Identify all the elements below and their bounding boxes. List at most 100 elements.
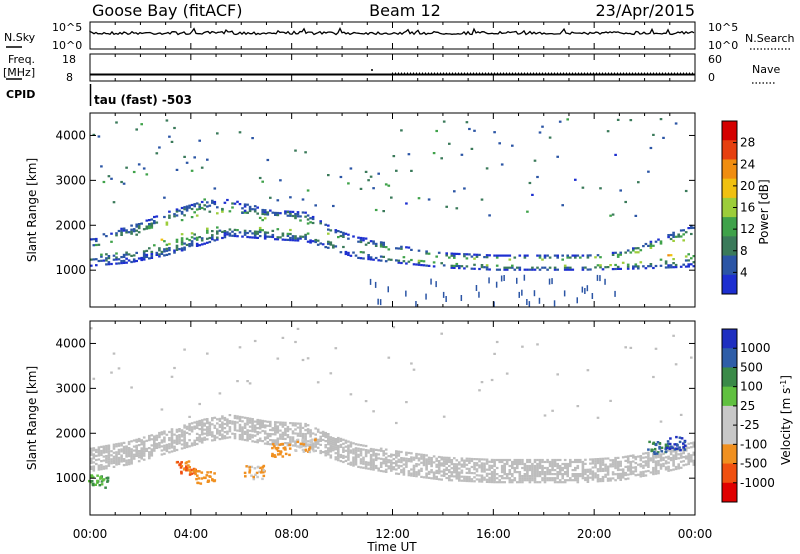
velocity-cell <box>644 462 648 465</box>
velocity-cell <box>352 460 355 463</box>
power-cell <box>359 236 363 240</box>
velocity-cell <box>122 445 126 448</box>
velocity-cell <box>286 442 290 445</box>
velocity-cell <box>243 424 247 427</box>
power-cell <box>193 203 196 206</box>
velocity-cell <box>185 427 189 430</box>
velocity-cell <box>480 468 484 471</box>
power-cell <box>168 253 171 256</box>
velocity-cell <box>364 467 368 470</box>
velocity-cell <box>458 479 461 482</box>
power-cell <box>213 202 217 206</box>
velocity-cell <box>105 457 108 460</box>
velocity-cell <box>513 471 517 474</box>
power-cell <box>417 263 421 266</box>
velocity-cell <box>180 439 184 442</box>
velocity-patch-cell <box>675 447 678 450</box>
velocity-cell <box>410 472 413 475</box>
velocity-cell <box>599 467 602 471</box>
velocity-cell <box>634 470 638 473</box>
velocity-cell <box>629 346 633 349</box>
velocity-cell <box>440 464 443 467</box>
power-cell <box>183 155 186 158</box>
velocity-cell <box>92 457 96 460</box>
velocity-cell <box>130 448 133 451</box>
power-cell <box>190 203 194 207</box>
velocity-patch-cell <box>283 448 287 451</box>
velocity-cell <box>556 475 559 478</box>
velocity-cell <box>483 468 486 471</box>
velocity-cell <box>652 458 655 462</box>
power-cell <box>228 210 232 213</box>
velocity-cell <box>521 462 524 466</box>
power-cell <box>198 203 201 206</box>
velocity-cell <box>314 449 317 452</box>
power-cell <box>132 170 136 174</box>
velocity-cell <box>198 440 201 443</box>
velocity-cell <box>276 429 280 432</box>
velocity-cell <box>185 441 189 445</box>
velocity-cell <box>672 462 675 465</box>
power-cell <box>158 146 161 149</box>
power-cell <box>417 259 421 262</box>
velocity-cell <box>629 466 633 470</box>
power-cell <box>574 254 577 257</box>
power-cell <box>148 225 151 228</box>
power-cell <box>241 207 244 210</box>
power-cell <box>223 230 227 233</box>
velocity-cell <box>359 462 363 465</box>
velocity-cell <box>251 420 254 423</box>
velocity-cell <box>248 421 252 424</box>
velocity-patch-cell <box>653 450 656 454</box>
velocity-cell <box>513 462 517 466</box>
velocity-cell <box>460 459 464 462</box>
velocity-cell <box>503 464 506 468</box>
power-cell <box>216 230 219 233</box>
velocity-cell <box>102 459 106 462</box>
velocity-cell <box>546 466 549 470</box>
power-cell <box>402 260 406 263</box>
velocity-cell <box>263 432 267 435</box>
velocity-cell <box>455 473 459 476</box>
velocity-cell <box>508 481 512 484</box>
velocity-cell <box>581 477 585 480</box>
power-cell <box>221 210 224 213</box>
velocity-cell <box>528 460 532 464</box>
power-cell <box>687 227 690 230</box>
velocity-patch-cell <box>192 469 195 473</box>
power-cell <box>523 274 526 281</box>
power-cell <box>211 238 214 241</box>
velocity-cell <box>120 444 123 447</box>
velocity-patch-cell <box>306 443 310 446</box>
velocity-cell <box>437 464 441 467</box>
x-tick-label: 08:00 <box>274 527 309 541</box>
power-cell <box>684 265 688 268</box>
velocity-cell <box>145 447 149 450</box>
power-colorbar-swatch <box>722 140 737 160</box>
power-cell <box>135 233 138 236</box>
velocity-cell <box>654 462 658 465</box>
velocity-cell <box>642 460 645 463</box>
velocity-cell <box>468 478 471 481</box>
velocity-patch-cell <box>652 441 656 444</box>
velocity-patch-cell <box>199 482 203 485</box>
power-cell <box>488 277 490 284</box>
velocity-cell <box>420 455 423 458</box>
power-cell <box>367 256 370 259</box>
velocity-patch-cell <box>311 438 314 441</box>
velocity-cell <box>148 436 151 440</box>
velocity-cell <box>420 467 423 470</box>
velocity-cell <box>427 462 431 465</box>
velocity-cell <box>425 474 428 477</box>
power-cell <box>253 210 257 213</box>
velocity-cell <box>218 423 222 426</box>
velocity-cell <box>513 469 517 472</box>
velocity-cell <box>458 461 461 464</box>
power-cell <box>145 249 149 252</box>
power-cell <box>150 254 154 257</box>
velocity-cell <box>553 477 557 480</box>
velocity-cell <box>614 465 617 468</box>
velocity-cell <box>672 450 675 453</box>
velocity-cell <box>266 440 270 444</box>
power-cell <box>599 264 602 267</box>
